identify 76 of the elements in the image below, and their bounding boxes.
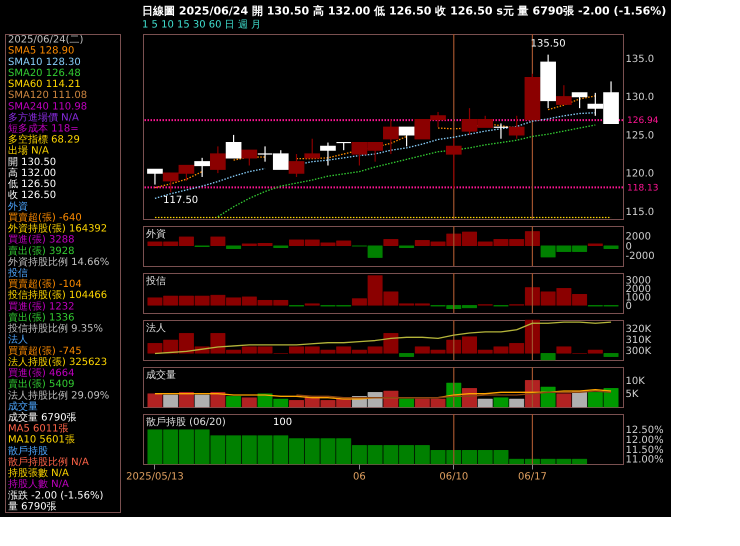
y-tick-label: 10K — [626, 376, 646, 387]
x-tick-label: 2025/05/13 — [126, 472, 184, 482]
y-tick-label: 320K — [626, 324, 652, 336]
text: 法人持股比例 29.09% — [8, 389, 110, 402]
text: 買進(張) 1232 — [8, 300, 74, 312]
text: MA5 6011張 — [8, 424, 68, 435]
x-tick-label: 06/10 — [439, 472, 468, 482]
text: 量 6790張 — [8, 501, 57, 512]
y-tick-label: 300K — [626, 346, 652, 357]
text: 散戶持股 — [8, 444, 48, 457]
text: 外資持股(張) 164392 — [8, 222, 108, 235]
text: 持股張數 N/A — [8, 467, 70, 480]
y-tick-label: 11.00% — [626, 454, 664, 466]
text: 短多成本 118= — [8, 122, 79, 134]
text: 賣出(張) 3928 — [8, 244, 74, 257]
y-tick-label: 130.0 — [626, 92, 654, 104]
y-tick-label: 310K — [626, 334, 652, 346]
y-tick-label: 12.50% — [626, 425, 664, 436]
text: 法人 — [8, 334, 28, 346]
annotation: 117.50 — [163, 195, 198, 206]
y-tick-label: 115.0 — [626, 206, 654, 218]
text: 高 132.00 — [8, 166, 56, 179]
text: 收 126.50 — [8, 190, 56, 202]
chart-title: 成交量 — [146, 369, 176, 381]
y-tick-label: -2000 — [626, 251, 655, 262]
text: 投信持股(張) 104466 — [7, 289, 108, 302]
text: SMA60 114.21 — [8, 79, 81, 90]
text: 外資 — [8, 200, 28, 212]
annotation: 100 — [273, 417, 292, 428]
y-tick-label: 0 — [626, 300, 632, 312]
chart-title: 法人 — [146, 322, 166, 334]
y-tick-label: 5K — [626, 389, 639, 400]
chart-title: 日線圖 2025/06/24 開 130.50 高 132.00 低 126.50 收 126.50 s元 量 6790張 -2.00 (-1.56%) — [142, 4, 666, 18]
text: 買賣超(張) -640 — [8, 211, 82, 224]
text: 投信 — [7, 267, 28, 279]
text: SMA10 128.30 — [8, 56, 81, 68]
ref-line-label: 118.13 — [627, 183, 658, 194]
text: SMA5 128.90 — [8, 46, 74, 57]
text: 成交量 6790張 — [8, 412, 77, 424]
chart-subtitle: 1 5 10 15 30 60 日 週 月 — [142, 19, 262, 30]
x-tick-label: 06 — [353, 472, 366, 482]
x-tick-label: 06/17 — [518, 472, 547, 482]
text: 賣出(張) 5409 — [8, 378, 74, 390]
text: 投信持股比例 9.35% — [7, 322, 103, 335]
text: SMA20 126.48 — [8, 68, 81, 79]
y-tick-label: 120.0 — [626, 168, 654, 180]
text: 持股人數 N/A — [8, 478, 70, 490]
text: 買賣超(張) -104 — [8, 278, 82, 290]
y-tick-label: 135.0 — [626, 54, 654, 65]
text: 成交量 — [8, 400, 38, 412]
text: 多方進場價 N/A — [8, 111, 80, 124]
text: 買賣超(張) -745 — [8, 344, 82, 357]
chart-title: 外資 — [146, 228, 166, 240]
y-tick-label: 11.50% — [626, 444, 664, 456]
text: MA10 5601張 — [8, 434, 75, 446]
text: 漲跌 -2.00 (-1.56%) — [8, 489, 104, 502]
y-tick-label: 12.00% — [626, 434, 664, 446]
text: 多空指標 68.29 — [8, 134, 80, 146]
text: SMA120 111.08 — [8, 90, 88, 102]
text: 2025/06/24(二) — [8, 34, 84, 46]
text: 法人持股(張) 325623 — [8, 356, 108, 368]
y-tick-label: 0 — [626, 241, 632, 252]
text: 低 126.50 — [8, 179, 56, 190]
text: 散戶持股比例 N/A — [8, 456, 90, 468]
text: 買進(張) 4664 — [8, 367, 74, 380]
text: SMA240 110.98 — [8, 101, 88, 112]
text: 賣出(張) 1336 — [8, 311, 74, 324]
text: 出場 N/A — [8, 144, 50, 157]
y-tick-label: 2000 — [626, 231, 651, 242]
y-tick-label: 125.0 — [626, 130, 654, 142]
ref-line-label: 126.94 — [627, 116, 659, 126]
chart-title: 投信 — [145, 275, 166, 287]
text: 買進(張) 3288 — [8, 234, 74, 246]
chart-title: 散戶持股 (06/20) — [146, 416, 226, 428]
text: 外資持股比例 14.66% — [8, 256, 110, 268]
text: 開 130.50 — [8, 156, 56, 168]
